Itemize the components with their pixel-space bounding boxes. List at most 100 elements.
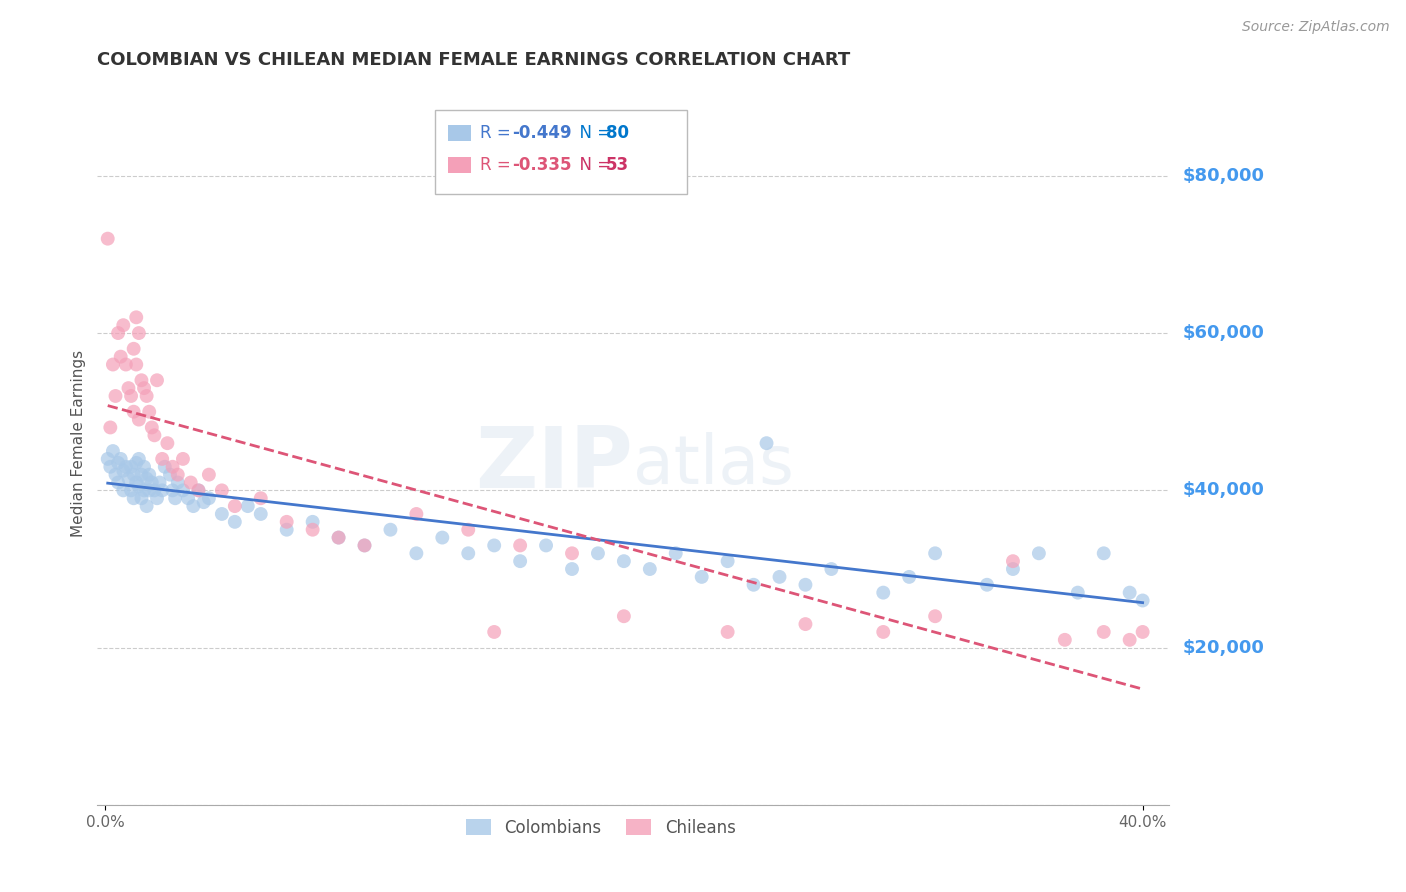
Point [561, 562, 583, 576]
Point [224, 499, 246, 513]
Point [125, 358, 148, 372]
Point [138, 483, 160, 498]
Point [457, 546, 479, 560]
Point [122, 467, 145, 482]
Point [156, 436, 179, 450]
Point [1132, 624, 1154, 639]
Point [135, 389, 157, 403]
Point [166, 475, 188, 490]
Point [405, 546, 427, 560]
Point [924, 609, 946, 624]
Point [432, 531, 454, 545]
Point [742, 578, 765, 592]
Point [276, 523, 298, 537]
Point [457, 523, 479, 537]
Text: N =: N = [568, 155, 616, 174]
Point [794, 578, 817, 592]
Point [128, 451, 150, 466]
Point [117, 472, 139, 486]
Point [135, 472, 157, 486]
Point [794, 617, 817, 632]
Text: N =: N = [568, 125, 616, 143]
Point [249, 491, 271, 506]
Point [112, 483, 135, 498]
Text: -0.449: -0.449 [512, 125, 571, 143]
Point [98, 459, 121, 474]
Point [153, 459, 176, 474]
Point [112, 464, 135, 478]
Point [249, 507, 271, 521]
Point [131, 491, 153, 506]
Point [224, 515, 246, 529]
Point [122, 491, 145, 506]
Point [1092, 624, 1115, 639]
Point [181, 499, 204, 513]
Point [353, 538, 375, 552]
Point [236, 499, 259, 513]
Point [97, 232, 120, 246]
Point [1001, 562, 1024, 576]
Point [172, 451, 194, 466]
Point [128, 326, 150, 340]
Point [924, 546, 946, 560]
Text: R =: R = [479, 155, 516, 174]
Legend: Colombians, Chileans: Colombians, Chileans [460, 813, 742, 844]
Point [122, 405, 145, 419]
Point [561, 546, 583, 560]
Point [97, 451, 120, 466]
Point [1118, 632, 1140, 647]
Point [120, 483, 142, 498]
Point [125, 310, 148, 325]
Point [1053, 632, 1076, 647]
Point [1001, 554, 1024, 568]
Point [820, 562, 842, 576]
Text: $60,000: $60,000 [1182, 324, 1264, 342]
Point [146, 491, 169, 506]
Point [768, 570, 790, 584]
Point [138, 467, 160, 482]
Point [380, 523, 402, 537]
Y-axis label: Median Female Earnings: Median Female Earnings [72, 350, 86, 537]
Point [187, 483, 209, 498]
Point [353, 538, 375, 552]
Point [328, 531, 350, 545]
Point [128, 412, 150, 426]
Point [665, 546, 688, 560]
Point [162, 459, 184, 474]
Point [132, 483, 155, 498]
Point [141, 420, 163, 434]
Text: R =: R = [479, 125, 516, 143]
FancyBboxPatch shape [447, 157, 471, 172]
Point [107, 326, 129, 340]
Point [898, 570, 921, 584]
Point [112, 318, 135, 333]
Point [107, 475, 129, 490]
Point [150, 451, 173, 466]
Point [177, 491, 200, 506]
Point [405, 507, 427, 521]
Point [328, 531, 350, 545]
Text: $20,000: $20,000 [1182, 639, 1264, 657]
Point [1028, 546, 1050, 560]
Point [1118, 585, 1140, 599]
Point [146, 373, 169, 387]
Text: ZIP: ZIP [475, 424, 633, 507]
Point [120, 459, 142, 474]
Point [301, 515, 323, 529]
Point [143, 428, 166, 442]
Point [110, 350, 132, 364]
Point [101, 358, 124, 372]
Point [98, 420, 121, 434]
Point [509, 554, 531, 568]
Point [301, 523, 323, 537]
Text: $40,000: $40,000 [1182, 482, 1264, 500]
FancyBboxPatch shape [434, 111, 686, 194]
Point [135, 499, 157, 513]
Point [172, 483, 194, 498]
Point [198, 467, 221, 482]
Point [872, 585, 894, 599]
Point [162, 483, 184, 498]
Point [117, 381, 139, 395]
FancyBboxPatch shape [447, 126, 471, 142]
Point [159, 467, 181, 482]
